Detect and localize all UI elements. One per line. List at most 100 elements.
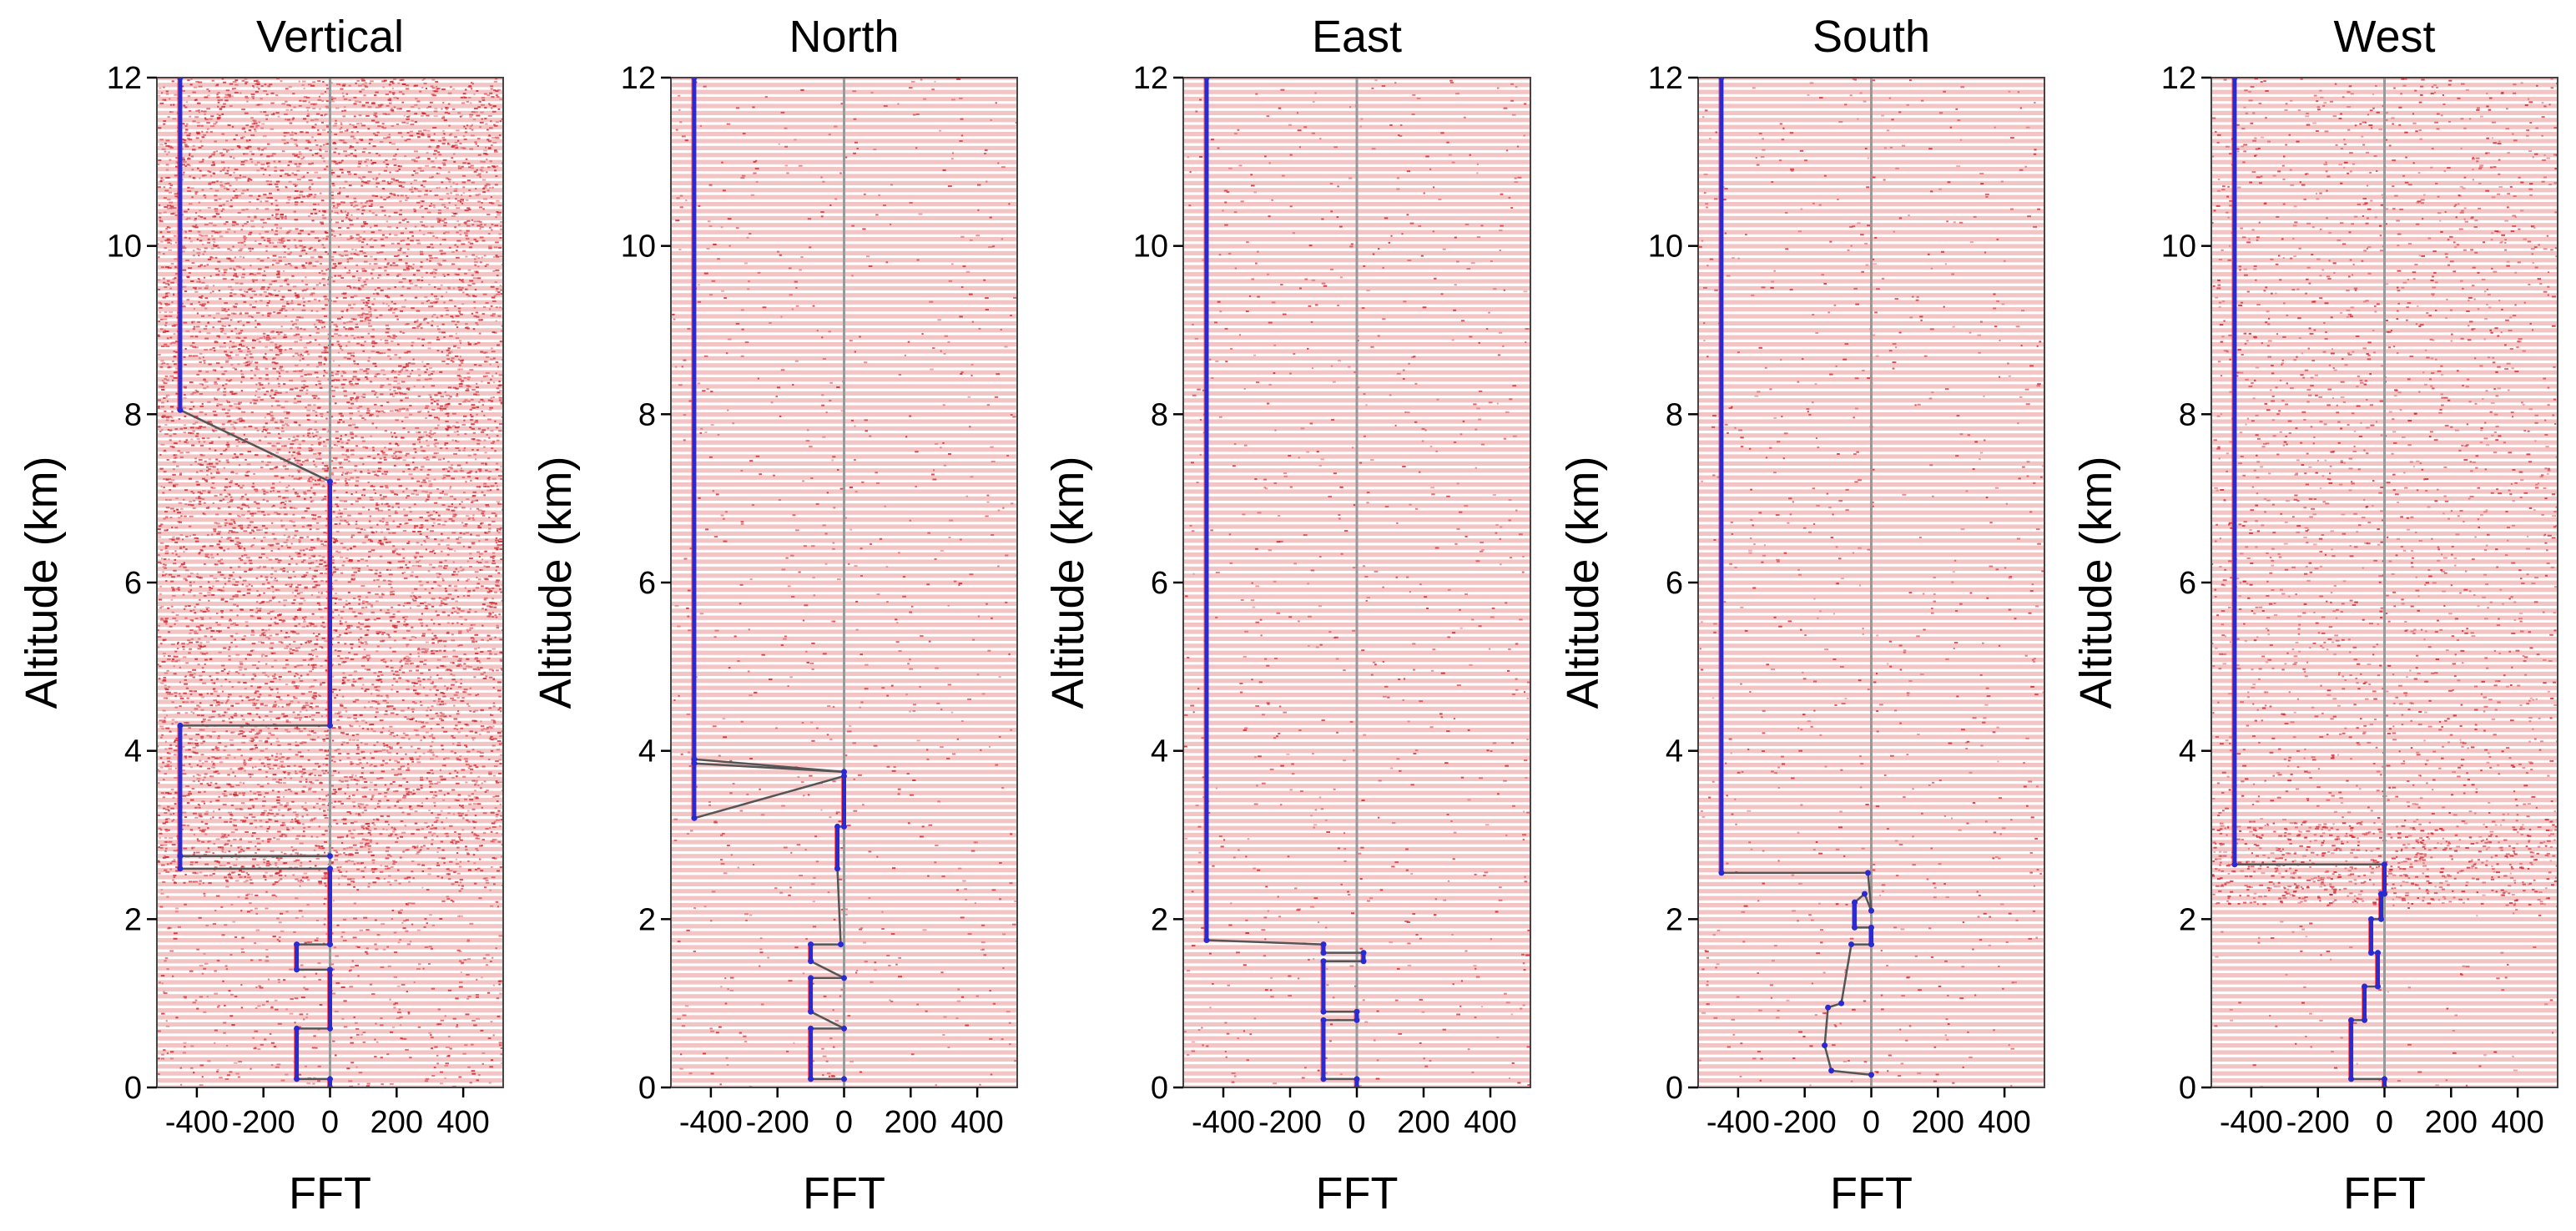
noise-dot [384,214,386,216]
noise-dot [414,525,419,527]
noise-dot [171,539,175,541]
noise-dot [485,463,488,466]
noise-dot [229,267,232,270]
noise-dot [249,563,253,564]
noise-dot [339,187,341,189]
noise-dot [169,204,172,207]
noise-dot [221,78,224,80]
noise-dot [169,159,172,161]
noise-dot [446,553,450,556]
noise-dot [426,368,428,371]
noise-dot [227,409,231,411]
noise-dot [402,557,406,559]
noise-dot [164,545,169,547]
noise-dot [259,439,261,441]
noise-dot [240,276,245,279]
noise-dot [379,494,382,497]
noise-dot [199,353,203,355]
noise-dot [460,200,462,203]
noise-dot [320,199,325,202]
noise-dot [293,106,296,108]
noise-dot [397,387,401,390]
noise-dot [256,169,260,172]
noise-dot [392,82,395,84]
noise-dot [191,225,194,227]
noise-dot [189,154,191,156]
noise-dot [312,555,316,557]
noise-dot [219,181,223,184]
noise-dot [238,545,240,547]
noise-dot [317,406,321,409]
noise-dot [228,532,230,534]
noise-dot [479,101,481,103]
noise-dot [235,336,239,339]
noise-dot [192,177,195,179]
noise-dot [215,471,220,473]
noise-dot [214,199,218,201]
noise-dot [287,462,290,465]
noise-dot [477,527,482,529]
noise-dot [456,441,460,443]
noise-dot [401,393,406,396]
noise-dot [361,312,365,315]
noise-dot [402,278,406,280]
noise-dot [246,189,249,191]
noise-dot [338,365,340,366]
noise-dot [303,380,306,382]
noise-dot [326,468,330,471]
noise-dot [222,204,225,206]
noise-dot [434,552,436,554]
noise-dot [228,258,232,260]
noise-dot [265,200,269,203]
noise-dot [496,426,498,429]
noise-dot [446,108,448,111]
noise-dot [168,240,173,242]
noise-dot [451,464,454,467]
noise-dot [397,343,400,346]
noise-dot [451,320,456,323]
noise-dot [478,540,481,542]
noise-dot [293,370,296,372]
noise-dot [207,170,209,173]
noise-dot [169,439,172,441]
noise-dot [496,288,499,290]
noise-dot [408,561,411,563]
noise-dot [451,212,454,214]
noise-dot [342,421,345,423]
noise-dot [280,240,285,242]
noise-dot [408,507,411,509]
noise-dot [394,354,398,356]
noise-dot [204,113,206,115]
noise-dot [260,288,265,290]
noise-dot [387,383,391,386]
noise-dot [283,256,286,259]
noise-dot [405,396,409,399]
noise-dot [490,88,493,90]
noise-dot [185,452,190,454]
noise-dot [324,495,327,497]
noise-dot [360,336,365,338]
noise-dot [220,558,224,561]
noise-dot [285,108,290,111]
noise-dot [455,387,459,390]
noise-dot [496,548,499,550]
noise-dot [171,411,174,413]
noise-dot [374,225,378,227]
noise-dot [393,380,398,382]
noise-dot [431,402,434,405]
noise-dot [229,405,233,407]
noise-dot [336,83,340,85]
noise-dot [488,134,491,137]
noise-dot [458,358,461,361]
noise-dot [294,341,298,343]
noise-dot [281,502,285,503]
noise-dot [456,274,460,276]
noise-dot [437,221,441,223]
noise-dot [445,403,449,406]
noise-dot [455,337,460,340]
noise-dot [238,464,241,467]
noise-dot [340,201,343,204]
noise-dot [344,106,346,108]
noise-dot [398,408,402,411]
noise-dot [169,184,174,186]
